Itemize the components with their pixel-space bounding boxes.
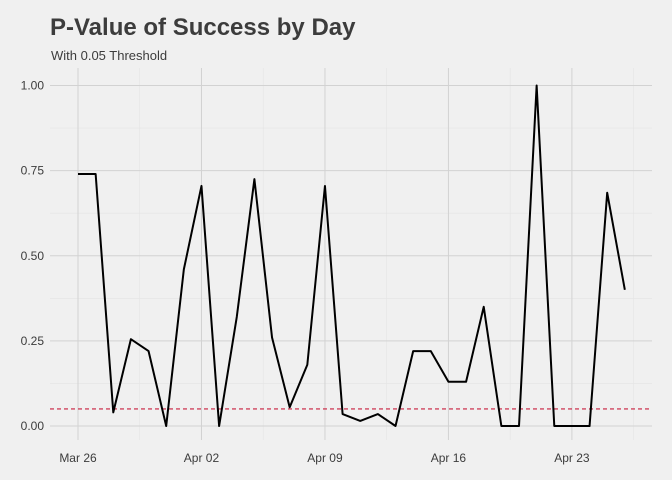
x-tick-label: Apr 23 bbox=[554, 451, 590, 465]
data-point bbox=[377, 413, 379, 415]
x-tick-label: Apr 09 bbox=[307, 451, 343, 465]
data-point bbox=[518, 425, 520, 427]
minor-gridlines bbox=[50, 68, 652, 440]
y-tick-label: 0.75 bbox=[21, 164, 45, 178]
data-point bbox=[236, 316, 238, 318]
x-axis-tick-labels: Mar 26 Apr 02 Apr 09 Apr 16 Apr 23 bbox=[59, 451, 590, 465]
y-tick-label: 1.00 bbox=[21, 79, 45, 93]
x-tick-label: Apr 16 bbox=[431, 451, 467, 465]
data-point bbox=[95, 173, 97, 175]
data-point bbox=[200, 185, 202, 187]
y-tick-label: 0.25 bbox=[21, 334, 45, 348]
p-value-series-line bbox=[78, 84, 626, 427]
y-tick-label: 0.00 bbox=[21, 419, 45, 433]
data-point bbox=[553, 425, 555, 427]
data-point bbox=[148, 350, 150, 352]
data-point bbox=[359, 420, 361, 422]
data-point bbox=[77, 173, 79, 175]
data-point bbox=[430, 350, 432, 352]
grid bbox=[50, 68, 652, 440]
data-point bbox=[624, 289, 626, 291]
x-tick-label: Apr 02 bbox=[184, 451, 220, 465]
chart-title: P-Value of Success by Day bbox=[50, 14, 356, 41]
data-point bbox=[342, 413, 344, 415]
data-point bbox=[289, 406, 291, 408]
data-point bbox=[112, 411, 114, 413]
data-point bbox=[130, 338, 132, 340]
data-point bbox=[253, 178, 255, 180]
data-point bbox=[165, 425, 167, 427]
data-point bbox=[306, 364, 308, 366]
data-point bbox=[395, 425, 397, 427]
y-tick-label: 0.50 bbox=[21, 249, 45, 263]
data-point bbox=[483, 306, 485, 308]
data-point bbox=[183, 268, 185, 270]
data-point bbox=[447, 381, 449, 383]
data-point bbox=[324, 185, 326, 187]
data-point bbox=[571, 425, 573, 427]
data-point bbox=[500, 425, 502, 427]
data-point bbox=[412, 350, 414, 352]
data-point bbox=[218, 425, 220, 427]
data-point bbox=[465, 381, 467, 383]
x-tick-label: Mar 26 bbox=[59, 451, 97, 465]
data-point bbox=[271, 336, 273, 338]
data-point bbox=[589, 425, 591, 427]
data-point bbox=[536, 85, 538, 87]
chart-subtitle: With 0.05 Threshold bbox=[51, 48, 168, 63]
data-point bbox=[606, 192, 608, 194]
y-axis-tick-labels: 0.00 0.25 0.50 0.75 1.00 bbox=[21, 79, 45, 434]
major-gridlines bbox=[50, 68, 652, 440]
